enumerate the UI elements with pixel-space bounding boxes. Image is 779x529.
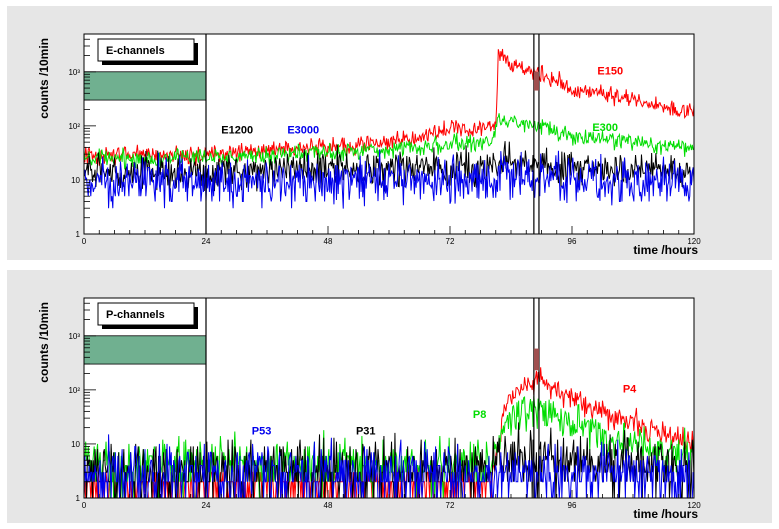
x-tick-label: 24 [202,237,211,246]
series-label-e300: E300 [592,122,618,134]
x-tick-label: 24 [202,501,211,510]
y-axis-label: counts /10min [37,38,51,119]
y-tick-label: 10 [71,176,80,185]
p-channels-panel: 0 24 48 72 96 120 1 10 10² 10³ time /hours counts /… [7,270,772,523]
x-axis-label: time /hours [633,507,698,521]
series-label-p53: P53 [252,425,272,437]
x-tick-label: 72 [446,501,455,510]
series-line-e300 [84,113,694,170]
x-tick-label: 48 [324,501,333,510]
series-label-e3000: E3000 [287,125,319,137]
marker-box [533,71,539,91]
series-line-e150 [84,48,694,167]
title-box [97,38,195,62]
x-axis-label: time /hours [633,243,698,257]
y-tick-label: 10³ [68,68,80,77]
e-channels-panel: 0 24 48 72 96 120 1 10 10² 10³ time /hours counts /… [7,6,772,260]
marker-box [533,348,539,371]
series-label-e150: E150 [597,65,623,77]
shaded-box [83,71,207,101]
chart-title: E-channels [106,45,165,57]
y-tick-label: 10³ [68,332,80,341]
x-tick-label: 96 [568,237,577,246]
x-tick-label: 72 [446,237,455,246]
x-tick-label: 0 [82,237,87,246]
plot-area [84,34,694,234]
series-line-p8 [84,396,694,498]
series-label-p8: P8 [473,409,486,421]
e-channels-chart: 0 24 48 72 96 120 1 10 10² 10³ time /hours counts /… [37,33,701,257]
y-tick-label: 10² [68,122,80,131]
x-tick-label: 96 [568,501,577,510]
x-tick-label: 48 [324,237,333,246]
chart-title: P-channels [106,309,165,321]
y-tick-label: 10 [71,440,80,449]
y-axis-label: counts /10min [37,302,51,383]
p-channels-chart: 0 24 48 72 96 120 1 10 10² 10³ time /hours counts /… [37,297,701,521]
x-tick-label: 120 [687,501,701,510]
series-label-p4: P4 [623,383,637,395]
series-line-e3000 [84,149,694,209]
series-label-p31: P31 [356,425,376,437]
series-label-e1200: E1200 [221,125,253,137]
y-tick-label: 1 [76,494,81,503]
x-tick-label: 120 [687,237,701,246]
shaded-box [83,335,207,365]
y-tick-label: 1 [76,230,81,239]
y-tick-label: 10² [68,386,80,395]
title-box [97,302,195,326]
x-tick-label: 0 [82,501,87,510]
